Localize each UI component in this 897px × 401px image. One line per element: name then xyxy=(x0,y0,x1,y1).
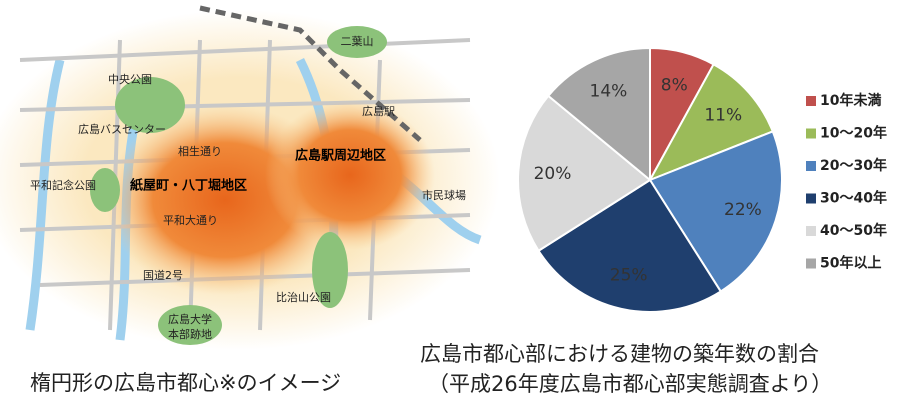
area-station xyxy=(265,100,435,250)
railway xyxy=(199,5,422,142)
pie-slice xyxy=(648,130,783,293)
legend-label: 10年未満 xyxy=(820,92,881,109)
map-label-bold: 紙屋町・八丁堀地区 xyxy=(130,178,247,194)
legend-label: 40～50年 xyxy=(820,222,887,239)
pie-slice xyxy=(546,46,651,183)
park xyxy=(327,26,387,58)
map-label: 中央公園 xyxy=(108,73,152,86)
value-label: 25% xyxy=(610,265,648,285)
map-label: 国道2号 xyxy=(143,268,183,282)
park xyxy=(312,232,348,308)
map-label: 広島バスセンター xyxy=(78,122,166,136)
river xyxy=(25,58,65,331)
value-label: 20% xyxy=(534,164,572,184)
park xyxy=(115,77,185,133)
map: 二葉山 中央公園 広島駅 広島バスセンター 相生通り 広島駅周辺地区 平和記念公… xyxy=(0,5,500,350)
legend-swatch xyxy=(806,96,816,106)
legend-swatch xyxy=(806,128,816,139)
chart-subtitle: （平成26年度広島市都心部実態調査より） xyxy=(428,372,832,396)
chart-title: 広島市都心部における建物の築年数の割合 xyxy=(420,342,819,366)
pie-slice xyxy=(647,62,775,182)
map-caption: 楕円形の広島市都心※のイメージ xyxy=(30,371,341,395)
legend-label: 50年以上 xyxy=(820,255,881,272)
map-label: 広島大学 xyxy=(168,312,212,326)
map-label: 広島駅 xyxy=(362,104,395,118)
map-label: 平和記念公園 xyxy=(30,178,96,192)
map-label: 本部跡地 xyxy=(168,327,212,341)
value-label: 8% xyxy=(661,75,688,95)
pie-slice xyxy=(537,178,723,313)
legend-swatch xyxy=(806,161,816,171)
park xyxy=(158,305,222,345)
map-label: 市民球場 xyxy=(422,188,466,202)
legend-swatch xyxy=(806,258,816,269)
park xyxy=(90,168,120,212)
legend-swatch xyxy=(806,226,816,236)
value-label: 11% xyxy=(704,105,742,125)
value-label: 22% xyxy=(724,200,762,220)
legend-label: 30～40年 xyxy=(820,190,887,207)
map-label: 平和大通り xyxy=(163,213,218,227)
map-label-bold: 広島駅周辺地区 xyxy=(295,148,386,164)
pie-slice xyxy=(517,94,652,253)
legend-swatch xyxy=(806,193,816,204)
legend-label: 10～20年 xyxy=(820,125,887,142)
value-label: 14% xyxy=(590,82,628,102)
legend-label: 20～30年 xyxy=(820,157,887,174)
map-label: 比治山公園 xyxy=(276,290,331,304)
map-label: 相生通り xyxy=(178,144,222,158)
map-label: 二葉山 xyxy=(341,34,374,48)
